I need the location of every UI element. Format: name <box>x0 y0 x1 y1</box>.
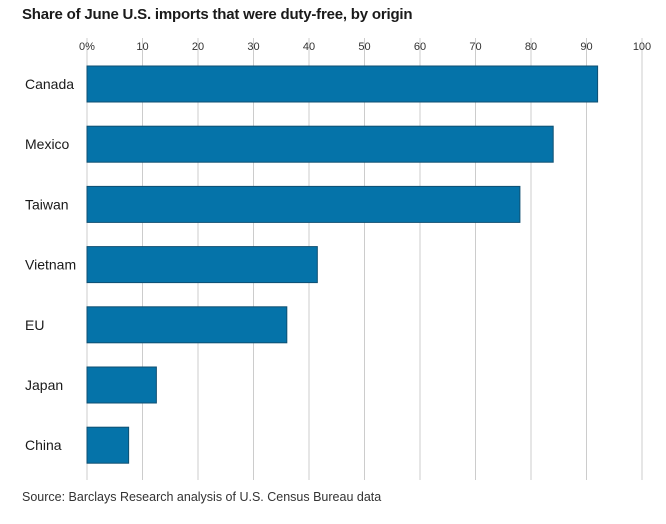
bar-eu <box>86 306 288 344</box>
x-tick-label: 50 <box>358 41 370 53</box>
bar-china <box>86 426 130 464</box>
x-tick-label: 0% <box>79 41 95 53</box>
x-tick-label: 30 <box>247 41 259 53</box>
y-axis-categories: Canada Mexico Taiwan Vietnam EU Japan China <box>25 76 76 453</box>
bar-mexico <box>86 125 554 163</box>
x-tick-label: 70 <box>469 41 481 53</box>
x-axis-ticks: 0% 10 20 30 40 50 60 70 80 90 100 <box>79 41 651 53</box>
chart-source: Source: Barclays Research analysis of U.… <box>22 490 382 504</box>
category-label: China <box>25 437 62 453</box>
bar-vietnam <box>86 246 318 284</box>
x-tick-label: 90 <box>580 41 592 53</box>
x-tick-label: 20 <box>192 41 204 53</box>
bar-taiwan <box>86 185 521 223</box>
category-label: Vietnam <box>25 257 76 273</box>
x-tick-label: 100 <box>633 41 651 53</box>
bars <box>86 65 599 464</box>
category-label: EU <box>25 317 44 333</box>
category-label: Taiwan <box>25 196 69 212</box>
chart-title: Share of June U.S. imports that were dut… <box>22 6 413 23</box>
bar-japan <box>86 366 157 404</box>
bar-canada <box>86 65 599 103</box>
category-label: Canada <box>25 76 74 92</box>
x-tick-label: 10 <box>136 41 148 53</box>
category-label: Mexico <box>25 136 70 152</box>
x-tick-label: 80 <box>525 41 537 53</box>
category-label: Japan <box>25 377 63 393</box>
x-tick-label: 40 <box>303 41 315 53</box>
x-tick-label: 60 <box>414 41 426 53</box>
